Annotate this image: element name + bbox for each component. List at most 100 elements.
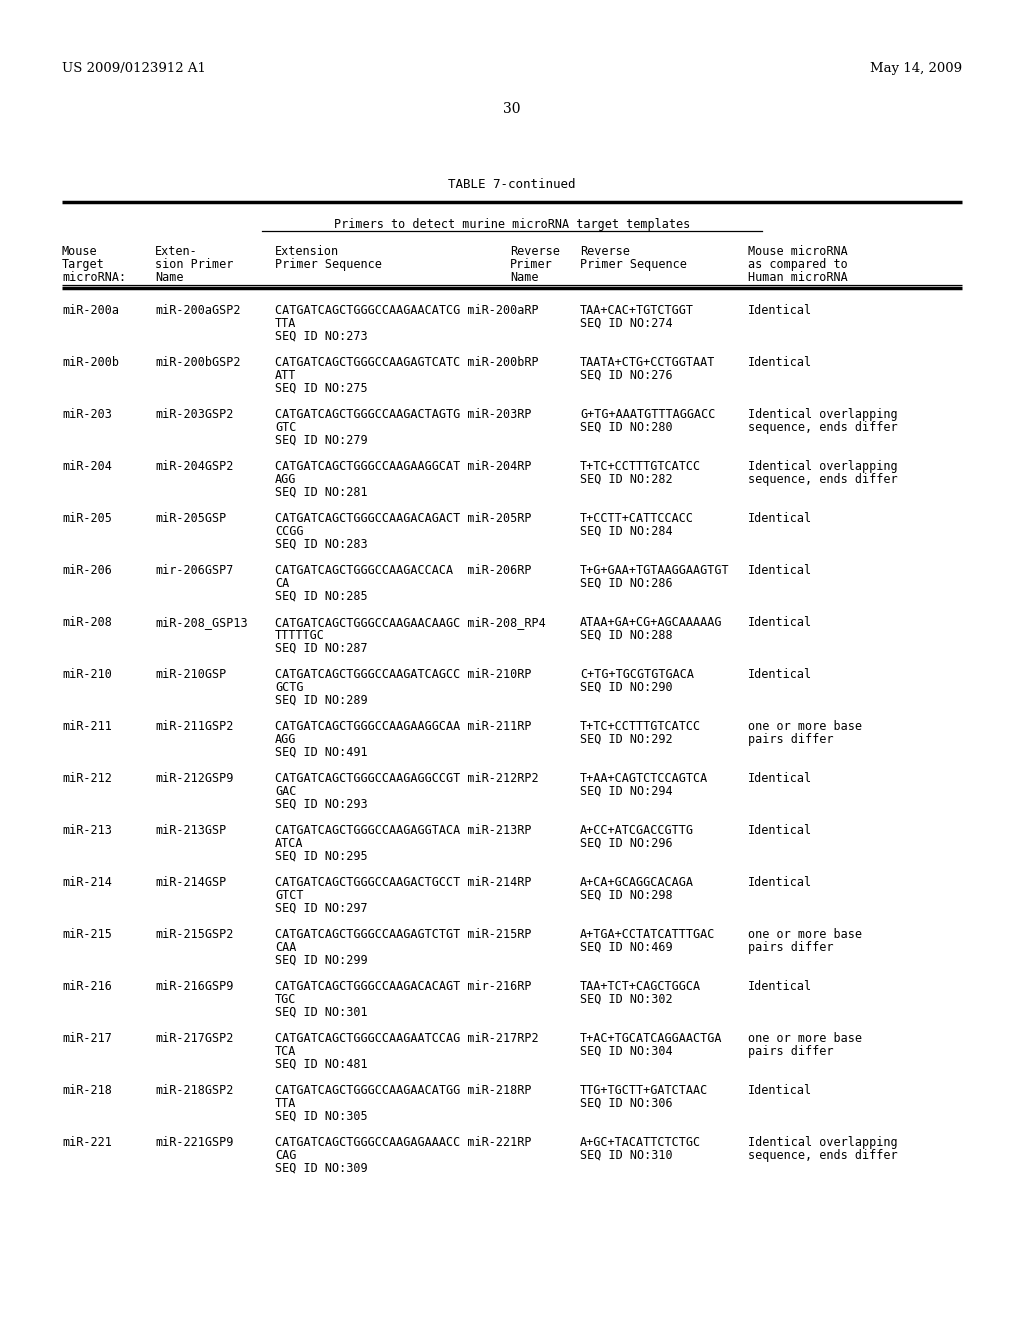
Text: TGC: TGC (275, 993, 296, 1006)
Text: A+CC+ATCGACCGTTG: A+CC+ATCGACCGTTG (580, 824, 694, 837)
Text: SEQ ID NO:296: SEQ ID NO:296 (580, 837, 673, 850)
Text: Name: Name (510, 271, 539, 284)
Text: SEQ ID NO:288: SEQ ID NO:288 (580, 630, 673, 642)
Text: CAA: CAA (275, 941, 296, 954)
Text: SEQ ID NO:275: SEQ ID NO:275 (275, 381, 368, 395)
Text: Reverse: Reverse (510, 246, 560, 257)
Text: microRNA:: microRNA: (62, 271, 126, 284)
Text: TCA: TCA (275, 1045, 296, 1059)
Text: SEQ ID NO:289: SEQ ID NO:289 (275, 694, 368, 708)
Text: miR-218GSP2: miR-218GSP2 (155, 1084, 233, 1097)
Text: Identical: Identical (748, 512, 812, 525)
Text: CAG: CAG (275, 1148, 296, 1162)
Text: Identical: Identical (748, 1084, 812, 1097)
Text: Name: Name (155, 271, 183, 284)
Text: CATGATCAGCTGGGCCAAGAACATCG miR-200aRP: CATGATCAGCTGGGCCAAGAACATCG miR-200aRP (275, 304, 539, 317)
Text: AGG: AGG (275, 733, 296, 746)
Text: miR-204GSP2: miR-204GSP2 (155, 459, 233, 473)
Text: miR-200b: miR-200b (62, 356, 119, 370)
Text: CATGATCAGCTGGGCCAAGACTAGTG miR-203RP: CATGATCAGCTGGGCCAAGACTAGTG miR-203RP (275, 408, 531, 421)
Text: miR-203: miR-203 (62, 408, 112, 421)
Text: T+AC+TGCATCAGGAACTGA: T+AC+TGCATCAGGAACTGA (580, 1032, 723, 1045)
Text: miR-213: miR-213 (62, 824, 112, 837)
Text: CATGATCAGCTGGGCCAAGAGGTACA miR-213RP: CATGATCAGCTGGGCCAAGAGGTACA miR-213RP (275, 824, 531, 837)
Text: Identical: Identical (748, 304, 812, 317)
Text: CATGATCAGCTGGGCCAAGACCACA  miR-206RP: CATGATCAGCTGGGCCAAGACCACA miR-206RP (275, 564, 531, 577)
Text: Primer: Primer (510, 257, 553, 271)
Text: CATGATCAGCTGGGCCAAGAGTCATC miR-200bRP: CATGATCAGCTGGGCCAAGAGTCATC miR-200bRP (275, 356, 539, 370)
Text: miR-217: miR-217 (62, 1032, 112, 1045)
Text: miR-217GSP2: miR-217GSP2 (155, 1032, 233, 1045)
Text: miR-215: miR-215 (62, 928, 112, 941)
Text: miR-208: miR-208 (62, 616, 112, 630)
Text: TAA+TCT+CAGCTGGCA: TAA+TCT+CAGCTGGCA (580, 979, 701, 993)
Text: Identical: Identical (748, 979, 812, 993)
Text: SEQ ID NO:297: SEQ ID NO:297 (275, 902, 368, 915)
Text: miR-216: miR-216 (62, 979, 112, 993)
Text: GTCT: GTCT (275, 888, 303, 902)
Text: A+GC+TACATTCTCTGC: A+GC+TACATTCTCTGC (580, 1137, 701, 1148)
Text: miR-204: miR-204 (62, 459, 112, 473)
Text: Identical: Identical (748, 356, 812, 370)
Text: CA: CA (275, 577, 289, 590)
Text: Mouse: Mouse (62, 246, 97, 257)
Text: ATCA: ATCA (275, 837, 303, 850)
Text: CATGATCAGCTGGGCCAAGAGTCTGT miR-215RP: CATGATCAGCTGGGCCAAGAGTCTGT miR-215RP (275, 928, 531, 941)
Text: SEQ ID NO:294: SEQ ID NO:294 (580, 785, 673, 799)
Text: Extension: Extension (275, 246, 339, 257)
Text: miR-213GSP: miR-213GSP (155, 824, 226, 837)
Text: CATGATCAGCTGGGCCAAGAACATGG miR-218RP: CATGATCAGCTGGGCCAAGAACATGG miR-218RP (275, 1084, 531, 1097)
Text: SEQ ID NO:285: SEQ ID NO:285 (275, 590, 368, 603)
Text: Identical: Identical (748, 824, 812, 837)
Text: Identical: Identical (748, 772, 812, 785)
Text: TABLE 7-continued: TABLE 7-continued (449, 178, 575, 191)
Text: miR-214: miR-214 (62, 876, 112, 888)
Text: Exten-: Exten- (155, 246, 198, 257)
Text: CATGATCAGCTGGGCCAAGAATCCAG miR-217RP2: CATGATCAGCTGGGCCAAGAATCCAG miR-217RP2 (275, 1032, 539, 1045)
Text: CATGATCAGCTGGGCCAAGAGAAACC miR-221RP: CATGATCAGCTGGGCCAAGAGAAACC miR-221RP (275, 1137, 531, 1148)
Text: pairs differ: pairs differ (748, 733, 834, 746)
Text: TAA+CAC+TGTCTGGT: TAA+CAC+TGTCTGGT (580, 304, 694, 317)
Text: SEQ ID NO:469: SEQ ID NO:469 (580, 941, 673, 954)
Text: one or more base: one or more base (748, 719, 862, 733)
Text: T+CCTT+CATTCCACC: T+CCTT+CATTCCACC (580, 512, 694, 525)
Text: miR-203GSP2: miR-203GSP2 (155, 408, 233, 421)
Text: CATGATCAGCTGGGCCAAGATCAGCC miR-210RP: CATGATCAGCTGGGCCAAGATCAGCC miR-210RP (275, 668, 531, 681)
Text: Reverse: Reverse (580, 246, 630, 257)
Text: sion Primer: sion Primer (155, 257, 233, 271)
Text: CATGATCAGCTGGGCCAAGAACAAGC miR-208_RP4: CATGATCAGCTGGGCCAAGAACAAGC miR-208_RP4 (275, 616, 546, 630)
Text: G+TG+AAATGTTTAGGACC: G+TG+AAATGTTTAGGACC (580, 408, 716, 421)
Text: SEQ ID NO:280: SEQ ID NO:280 (580, 421, 673, 434)
Text: SEQ ID NO:310: SEQ ID NO:310 (580, 1148, 673, 1162)
Text: miR-215GSP2: miR-215GSP2 (155, 928, 233, 941)
Text: T+G+GAA+TGTAAGGAAGTGT: T+G+GAA+TGTAAGGAAGTGT (580, 564, 730, 577)
Text: SEQ ID NO:309: SEQ ID NO:309 (275, 1162, 368, 1175)
Text: ATT: ATT (275, 370, 296, 381)
Text: miR-218: miR-218 (62, 1084, 112, 1097)
Text: ATAA+GA+CG+AGCAAAAAG: ATAA+GA+CG+AGCAAAAAG (580, 616, 723, 630)
Text: SEQ ID NO:306: SEQ ID NO:306 (580, 1097, 673, 1110)
Text: miR-212: miR-212 (62, 772, 112, 785)
Text: sequence, ends differ: sequence, ends differ (748, 421, 898, 434)
Text: SEQ ID NO:274: SEQ ID NO:274 (580, 317, 673, 330)
Text: Mouse microRNA: Mouse microRNA (748, 246, 848, 257)
Text: CATGATCAGCTGGGCCAAGACACAGT mir-216RP: CATGATCAGCTGGGCCAAGACACAGT mir-216RP (275, 979, 531, 993)
Text: Primer Sequence: Primer Sequence (580, 257, 687, 271)
Text: miR-221: miR-221 (62, 1137, 112, 1148)
Text: TAATA+CTG+CCTGGTAAT: TAATA+CTG+CCTGGTAAT (580, 356, 716, 370)
Text: SEQ ID NO:301: SEQ ID NO:301 (275, 1006, 368, 1019)
Text: 30: 30 (503, 102, 521, 116)
Text: Identical overlapping: Identical overlapping (748, 459, 898, 473)
Text: SEQ ID NO:283: SEQ ID NO:283 (275, 539, 368, 550)
Text: miR-214GSP: miR-214GSP (155, 876, 226, 888)
Text: Identical overlapping: Identical overlapping (748, 408, 898, 421)
Text: as compared to: as compared to (748, 257, 848, 271)
Text: Identical: Identical (748, 876, 812, 888)
Text: SEQ ID NO:279: SEQ ID NO:279 (275, 434, 368, 447)
Text: sequence, ends differ: sequence, ends differ (748, 473, 898, 486)
Text: miR-200aGSP2: miR-200aGSP2 (155, 304, 241, 317)
Text: miR-212GSP9: miR-212GSP9 (155, 772, 233, 785)
Text: sequence, ends differ: sequence, ends differ (748, 1148, 898, 1162)
Text: miR-210GSP: miR-210GSP (155, 668, 226, 681)
Text: T+TC+CCTTTGTCATCC: T+TC+CCTTTGTCATCC (580, 719, 701, 733)
